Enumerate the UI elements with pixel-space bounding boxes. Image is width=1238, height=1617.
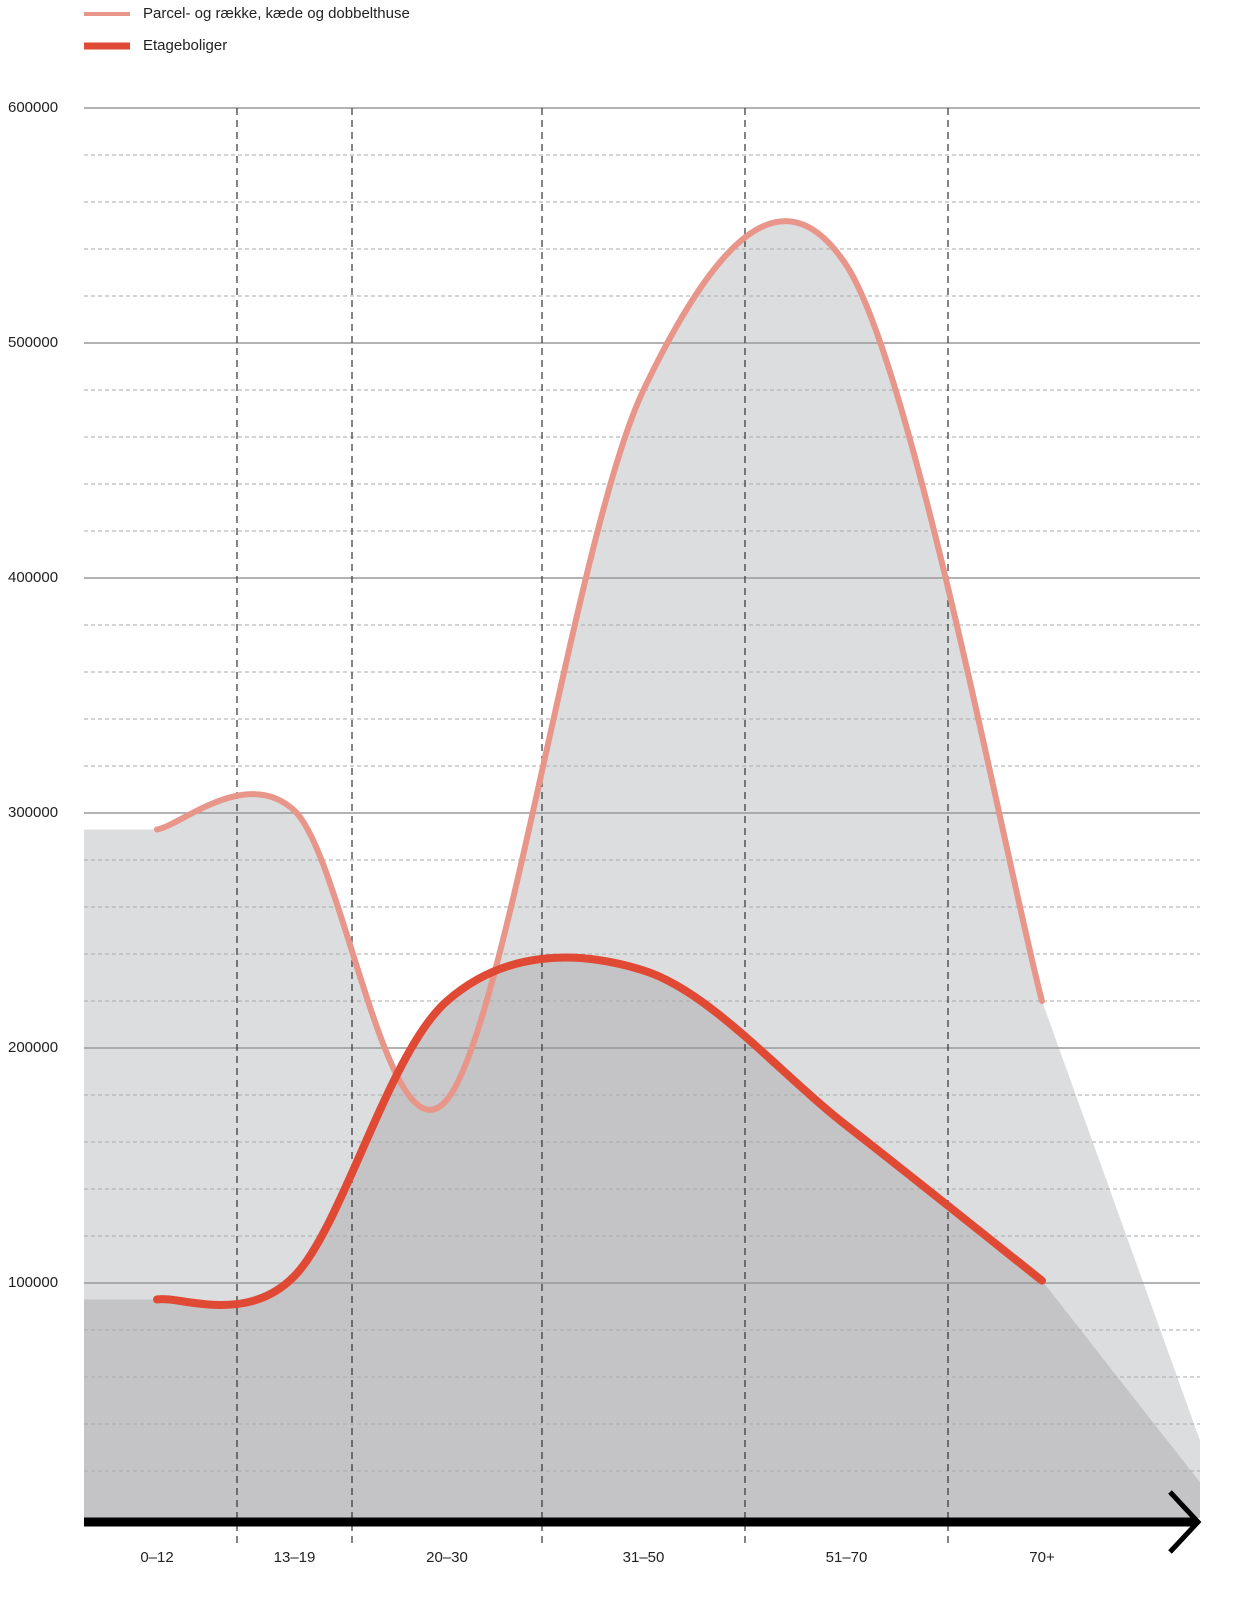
x-tick-label: 13–19: [274, 1549, 316, 1566]
y-tick-label: 500000: [8, 334, 58, 351]
line: [154, 218, 1045, 1113]
axis-arrow: [1168, 1490, 1202, 1554]
y-tick-label: 100000: [8, 1274, 58, 1291]
area: [84, 957, 1200, 1518]
x-tick-label: 70+: [1029, 1549, 1055, 1566]
y-tick-label: 600000: [8, 99, 58, 116]
x-tick-label: 51–70: [826, 1549, 868, 1566]
y-tick-label: 200000: [8, 1039, 58, 1056]
line: [153, 953, 1046, 1309]
legend-label: Parcel- og række, kæde og dobbelthuse: [143, 5, 410, 22]
y-tick-label: 400000: [8, 569, 58, 586]
x-tick-label: 31–50: [623, 1549, 665, 1566]
y-tick-label: 300000: [8, 804, 58, 821]
x-tick-label: 0–12: [140, 1549, 173, 1566]
legend-label: Etageboliger: [143, 37, 227, 54]
x-tick-label: 20–30: [426, 1549, 468, 1566]
